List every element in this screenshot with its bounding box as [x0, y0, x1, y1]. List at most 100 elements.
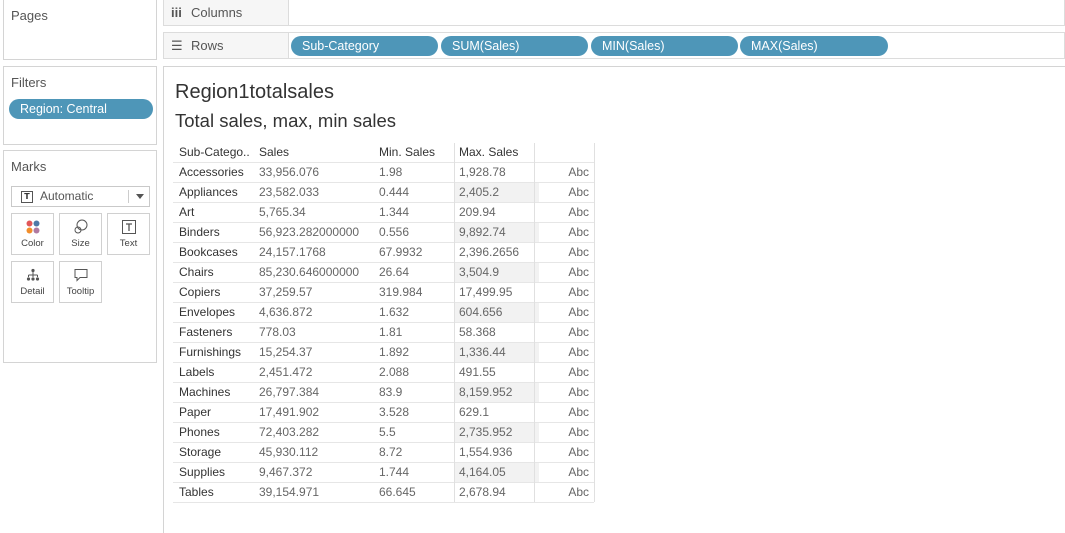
pages-card[interactable]: Pages [3, 0, 157, 60]
cell-sales: 4,636.872 [259, 305, 313, 319]
tooltip-button[interactable]: Tooltip [59, 261, 102, 303]
filters-card[interactable]: Filters Region: Central [3, 66, 157, 145]
size-icon [60, 219, 101, 235]
table-row[interactable]: Phones 72,403.282 5.5 2,735.952 Abc [173, 422, 594, 442]
table-row[interactable]: Envelopes 4,636.872 1.632 604.656 Abc [173, 302, 594, 322]
text-label: Text [119, 238, 138, 249]
columns-shelf-label: iii Columns [171, 0, 289, 25]
cell-min-sales: 1.892 [379, 345, 410, 359]
cell-min-sales: 26.64 [379, 265, 410, 279]
table-row[interactable]: Paper 17,491.902 3.528 629.1 Abc [173, 402, 594, 422]
chevron-down-icon[interactable] [136, 194, 144, 199]
table-row[interactable]: Storage 45,930.112 8.72 1,554.936 Abc [173, 442, 594, 462]
color-label: Color [21, 238, 44, 249]
column-divider [594, 143, 595, 502]
color-button[interactable]: Color [11, 213, 54, 255]
cell-max-sales: 2,735.952 [454, 423, 539, 442]
cell-sub-category: Chairs [179, 265, 214, 279]
table-row[interactable]: Machines 26,797.384 83.9 8,159.952 Abc [173, 382, 594, 402]
cell-sales: 778.03 [259, 325, 296, 339]
table-row[interactable]: Supplies 9,467.372 1.744 4,164.05 Abc [173, 462, 594, 482]
text-mark-icon: T [21, 191, 33, 203]
cell-max-sales: 629.1 [459, 405, 490, 419]
header-min-sales[interactable]: Min. Sales [379, 145, 436, 159]
size-button[interactable]: Size [59, 213, 102, 255]
cell-abc: Abc [568, 425, 589, 439]
cell-abc: Abc [568, 265, 589, 279]
cell-abc: Abc [568, 185, 589, 199]
cell-sales: 24,157.1768 [259, 245, 326, 259]
cell-abc: Abc [568, 465, 589, 479]
table-row[interactable]: Accessories 33,956.076 1.98 1,928.78 Abc [173, 162, 594, 182]
cell-sales: 72,403.282 [259, 425, 320, 439]
mark-type-label: Automatic [40, 189, 94, 203]
cell-min-sales: 1.632 [379, 305, 410, 319]
cell-min-sales: 0.444 [379, 185, 410, 199]
size-label: Size [71, 238, 90, 249]
cell-max-sales: 17,499.95 [459, 285, 513, 299]
rows-pill-max-sales[interactable]: MAX(Sales) [740, 36, 888, 56]
tooltip-label: Tooltip [66, 286, 95, 297]
table-row[interactable]: Bookcases 24,157.1768 67.9932 2,396.2656 Abc [173, 242, 594, 262]
table-bottom-border [173, 502, 594, 503]
cell-min-sales: 5.5 [379, 425, 396, 439]
columns-drop-zone[interactable] [289, 0, 1064, 25]
header-sales[interactable]: Sales [259, 145, 290, 159]
rows-pill-min-sales[interactable]: MIN(Sales) [591, 36, 738, 56]
mark-type-dropdown[interactable]: T Automatic [11, 186, 150, 207]
cell-sub-category: Phones [179, 425, 220, 439]
rows-shelf-label: ☰ Rows [171, 33, 289, 58]
rows-pill-sum-sales[interactable]: SUM(Sales) [441, 36, 588, 56]
table-row[interactable]: Furnishings 15,254.37 1.892 1,336.44 Abc [173, 342, 594, 362]
cell-sales: 17,491.902 [259, 405, 320, 419]
table-row[interactable]: Art 5,765.34 1.344 209.94 Abc [173, 202, 594, 222]
detail-label: Detail [20, 286, 45, 297]
filter-pill-region[interactable]: Region: Central [9, 99, 153, 119]
header-sub-category[interactable]: Sub-Catego.. [179, 145, 250, 159]
dropdown-divider [128, 190, 129, 203]
header-max-sales[interactable]: Max. Sales [459, 145, 519, 159]
cell-sub-category: Furnishings [179, 345, 242, 359]
text-button[interactable]: Text [107, 213, 150, 255]
cell-sales: 23,582.033 [259, 185, 320, 199]
cell-max-sales: 1,554.936 [459, 445, 513, 459]
rows-label: Rows [191, 38, 224, 53]
detail-icon [12, 267, 53, 283]
cell-max-sales: 4,164.05 [454, 463, 539, 482]
pages-title: Pages [11, 8, 48, 23]
cell-abc: Abc [568, 225, 589, 239]
cell-min-sales: 8.72 [379, 445, 403, 459]
cell-sub-category: Tables [179, 485, 214, 499]
table-row[interactable]: Copiers 37,259.57 319.984 17,499.95 Abc [173, 282, 594, 302]
rows-drop-zone[interactable]: Sub-Category SUM(Sales) MIN(Sales) MAX(S… [289, 33, 1064, 58]
cell-sales: 39,154.971 [259, 485, 320, 499]
cell-sub-category: Binders [179, 225, 220, 239]
cell-max-sales: 491.55 [459, 365, 496, 379]
table-row[interactable]: Appliances 23,582.033 0.444 2,405.2 Abc [173, 182, 594, 202]
rows-pill-sub-category[interactable]: Sub-Category [291, 36, 438, 56]
rows-icon: ☰ [171, 38, 183, 53]
cell-max-sales: 2,396.2656 [459, 245, 520, 259]
cell-min-sales: 1.81 [379, 325, 403, 339]
table-row[interactable]: Fasteners 778.03 1.81 58.368 Abc [173, 322, 594, 342]
marks-card: Marks T Automatic Color Size [3, 150, 157, 363]
table-row[interactable]: Binders 56,923.282000000 0.556 9,892.74 Abc [173, 222, 594, 242]
columns-shelf: iii Columns [163, 0, 1065, 26]
cell-sub-category: Appliances [179, 185, 238, 199]
cell-max-sales: 2,678.94 [459, 485, 506, 499]
cell-min-sales: 2.088 [379, 365, 410, 379]
cell-max-sales: 2,405.2 [454, 183, 539, 202]
cell-min-sales: 1.98 [379, 165, 403, 179]
cell-abc: Abc [568, 345, 589, 359]
cell-sales: 85,230.646000000 [259, 265, 360, 279]
tooltip-icon [60, 267, 101, 283]
cell-abc: Abc [568, 445, 589, 459]
table-row[interactable]: Labels 2,451.472 2.088 491.55 Abc [173, 362, 594, 382]
table-row[interactable]: Tables 39,154.971 66.645 2,678.94 Abc [173, 482, 594, 502]
cell-min-sales: 1.344 [379, 205, 410, 219]
color-icon [12, 219, 53, 235]
detail-button[interactable]: Detail [11, 261, 54, 303]
worksheet-view[interactable]: Region1totalsales Total sales, max, min … [163, 66, 1065, 533]
cell-max-sales: 209.94 [459, 205, 496, 219]
table-row[interactable]: Chairs 85,230.646000000 26.64 3,504.9 Abc [173, 262, 594, 282]
